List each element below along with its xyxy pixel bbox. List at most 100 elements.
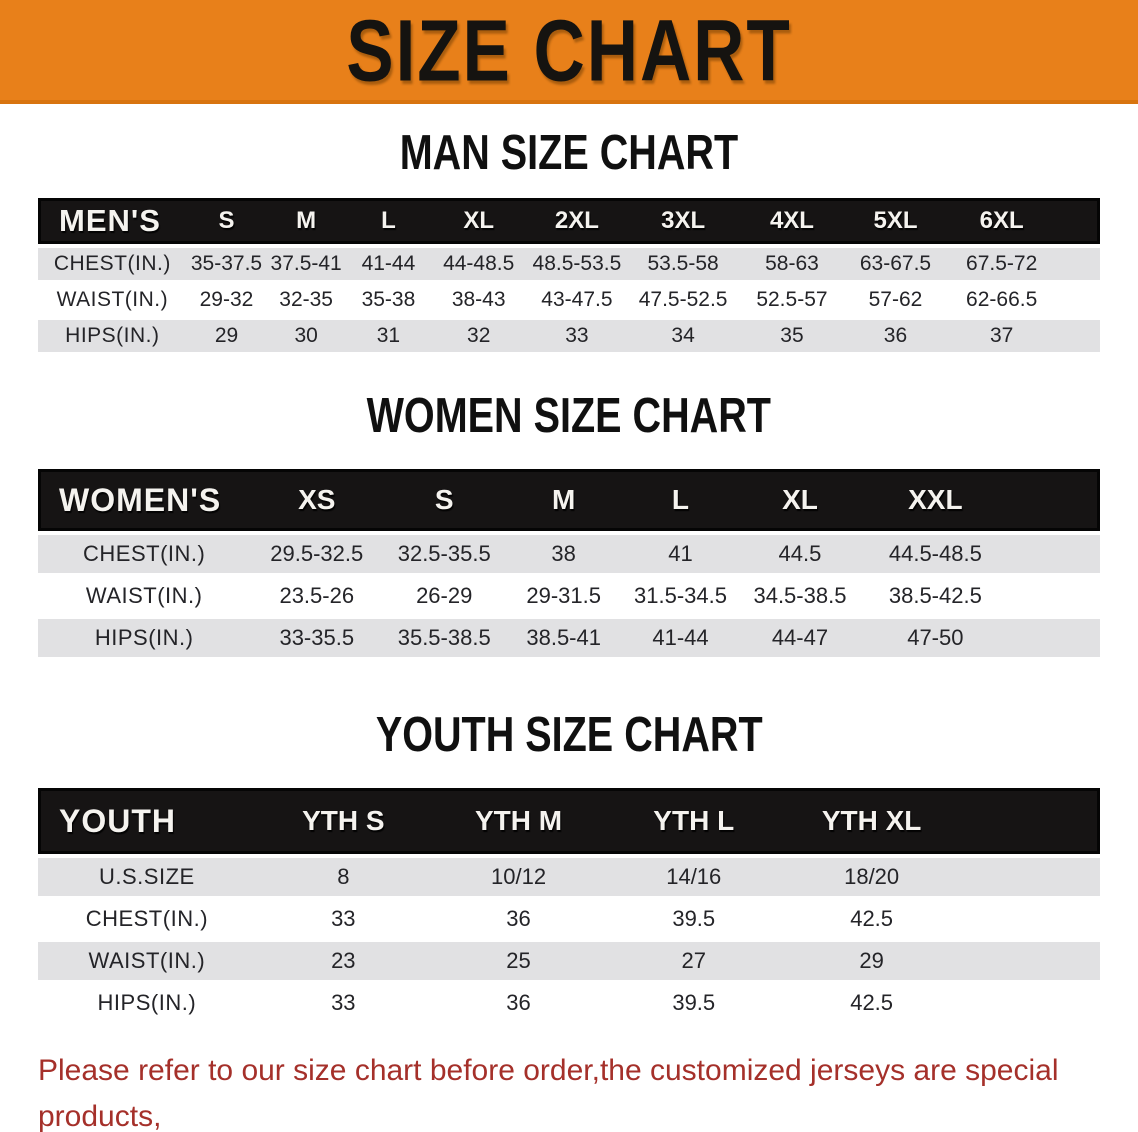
measure-cell: 18/20 bbox=[781, 858, 962, 896]
measure-cell: 38.5-41 bbox=[505, 619, 623, 657]
women-table-label: WOMEN'S bbox=[38, 469, 251, 531]
measure-cell: 35.5-38.5 bbox=[383, 619, 506, 657]
men-col-2xl: 2XL bbox=[526, 198, 628, 244]
women-section: WOMEN SIZE CHART WOMEN'S XS S M L XL XXL bbox=[0, 388, 1138, 661]
spacer-cell bbox=[961, 788, 1100, 854]
measure-cell: 8 bbox=[255, 858, 431, 896]
spacer-cell bbox=[961, 900, 1100, 938]
measure-cell: 34 bbox=[627, 320, 739, 352]
spacer-cell bbox=[961, 942, 1100, 980]
measure-cell: 31 bbox=[345, 320, 431, 352]
measure-cell: 29-32 bbox=[186, 284, 267, 316]
men-chest-row: CHEST(IN.) 35-37.5 37.5-41 41-44 44-48.5… bbox=[38, 248, 1100, 280]
youth-col-m: YTH M bbox=[430, 788, 607, 854]
footnote: Please refer to our size chart before or… bbox=[38, 1048, 1100, 1132]
measure-cell: 47-50 bbox=[861, 619, 1010, 657]
women-col-xl: XL bbox=[738, 469, 862, 531]
footnote-line1: Please refer to our size chart before or… bbox=[38, 1054, 1059, 1132]
men-col-m: M bbox=[266, 198, 346, 244]
men-hips-row: HIPS(IN.) 29 30 31 32 33 34 35 36 37 bbox=[38, 320, 1100, 352]
youth-table-label: YOUTH bbox=[38, 788, 256, 854]
measure-cell: 36 bbox=[845, 320, 946, 352]
men-header-row: MEN'S S M L XL 2XL 3XL 4XL 5XL 6XL bbox=[38, 198, 1100, 244]
youth-hips-row: HIPS(IN.) 33 36 39.5 42.5 bbox=[38, 984, 1100, 1022]
youth-section-heading: YOUTH SIZE CHART bbox=[0, 707, 1138, 762]
spacer-cell bbox=[1009, 469, 1100, 531]
spacer-cell bbox=[1009, 577, 1100, 615]
measure-cell: 67.5-72 bbox=[945, 248, 1058, 280]
men-table-label: MEN'S bbox=[38, 198, 187, 244]
measure-cell: 63-67.5 bbox=[845, 248, 946, 280]
women-col-xs: XS bbox=[250, 469, 384, 531]
row-label: CHEST(IN.) bbox=[38, 900, 256, 938]
measure-cell: 62-66.5 bbox=[945, 284, 1058, 316]
measure-cell: 58-63 bbox=[738, 248, 846, 280]
men-col-l: L bbox=[345, 198, 431, 244]
row-label: WAIST(IN.) bbox=[38, 942, 256, 980]
measure-cell: 41-44 bbox=[345, 248, 431, 280]
measure-cell: 38-43 bbox=[430, 284, 527, 316]
measure-cell: 32 bbox=[430, 320, 527, 352]
measure-cell: 33 bbox=[255, 984, 431, 1022]
spacer-cell bbox=[961, 984, 1100, 1022]
measure-cell: 38.5-42.5 bbox=[861, 577, 1010, 615]
measure-cell: 34.5-38.5 bbox=[738, 577, 862, 615]
measure-cell: 31.5-34.5 bbox=[622, 577, 739, 615]
measure-cell: 33 bbox=[526, 320, 628, 352]
measure-cell: 48.5-53.5 bbox=[526, 248, 628, 280]
measure-cell: 23 bbox=[255, 942, 431, 980]
measure-cell: 35-37.5 bbox=[186, 248, 267, 280]
row-label: CHEST(IN.) bbox=[38, 248, 187, 280]
men-col-4xl: 4XL bbox=[738, 198, 846, 244]
row-label: WAIST(IN.) bbox=[38, 284, 187, 316]
women-waist-row: WAIST(IN.) 23.5-26 26-29 29-31.5 31.5-34… bbox=[38, 577, 1100, 615]
measure-cell: 32-35 bbox=[266, 284, 346, 316]
measure-cell: 47.5-52.5 bbox=[627, 284, 739, 316]
women-hips-row: HIPS(IN.) 33-35.5 35.5-38.5 38.5-41 41-4… bbox=[38, 619, 1100, 657]
men-section: MAN SIZE CHART MEN'S S M L XL 2XL 3XL 4X… bbox=[0, 125, 1138, 356]
men-heading-text: MAN SIZE CHART bbox=[399, 125, 739, 181]
measure-cell: 23.5-26 bbox=[250, 577, 384, 615]
women-col-m: M bbox=[505, 469, 623, 531]
spacer-cell bbox=[1057, 198, 1100, 244]
men-col-xl: XL bbox=[430, 198, 527, 244]
men-waist-row: WAIST(IN.) 29-32 32-35 35-38 38-43 43-47… bbox=[38, 284, 1100, 316]
measure-cell: 44.5-48.5 bbox=[861, 535, 1010, 573]
women-header-row: WOMEN'S XS S M L XL XXL bbox=[38, 469, 1100, 531]
measure-cell: 29-31.5 bbox=[505, 577, 623, 615]
women-col-s: S bbox=[383, 469, 506, 531]
measure-cell: 35-38 bbox=[345, 284, 431, 316]
measure-cell: 33-35.5 bbox=[250, 619, 384, 657]
row-label: U.S.SIZE bbox=[38, 858, 256, 896]
youth-header-row: YOUTH YTH S YTH M YTH L YTH XL bbox=[38, 788, 1100, 854]
measure-cell: 57-62 bbox=[845, 284, 946, 316]
spacer-cell bbox=[1057, 320, 1100, 352]
spacer-cell bbox=[1057, 248, 1100, 280]
row-label: HIPS(IN.) bbox=[38, 619, 251, 657]
women-col-xxl: XXL bbox=[861, 469, 1010, 531]
measure-cell: 33 bbox=[255, 900, 431, 938]
measure-cell: 44-48.5 bbox=[430, 248, 527, 280]
women-size-table: WOMEN'S XS S M L XL XXL CHEST(IN.) 29.5-… bbox=[38, 465, 1100, 661]
youth-size-table: YOUTH YTH S YTH M YTH L YTH XL U.S.SIZE … bbox=[38, 784, 1100, 1026]
men-col-5xl: 5XL bbox=[845, 198, 946, 244]
row-label: HIPS(IN.) bbox=[38, 984, 256, 1022]
youth-col-s: YTH S bbox=[255, 788, 431, 854]
youth-ussize-row: U.S.SIZE 8 10/12 14/16 18/20 bbox=[38, 858, 1100, 896]
youth-waist-row: WAIST(IN.) 23 25 27 29 bbox=[38, 942, 1100, 980]
measure-cell: 32.5-35.5 bbox=[383, 535, 506, 573]
spacer-cell bbox=[1057, 284, 1100, 316]
women-col-l: L bbox=[622, 469, 739, 531]
measure-cell: 44.5 bbox=[738, 535, 862, 573]
women-chest-row: CHEST(IN.) 29.5-32.5 32.5-35.5 38 41 44.… bbox=[38, 535, 1100, 573]
measure-cell: 10/12 bbox=[430, 858, 607, 896]
measure-cell: 39.5 bbox=[606, 900, 782, 938]
measure-cell: 36 bbox=[430, 984, 607, 1022]
youth-section: YOUTH SIZE CHART YOUTH YTH S YTH M YTH L… bbox=[0, 707, 1138, 1026]
men-section-heading: MAN SIZE CHART bbox=[0, 125, 1138, 180]
measure-cell: 53.5-58 bbox=[627, 248, 739, 280]
measure-cell: 30 bbox=[266, 320, 346, 352]
page-title: SIZE CHART bbox=[346, 1, 792, 99]
spacer-cell bbox=[1009, 535, 1100, 573]
row-label: WAIST(IN.) bbox=[38, 577, 251, 615]
